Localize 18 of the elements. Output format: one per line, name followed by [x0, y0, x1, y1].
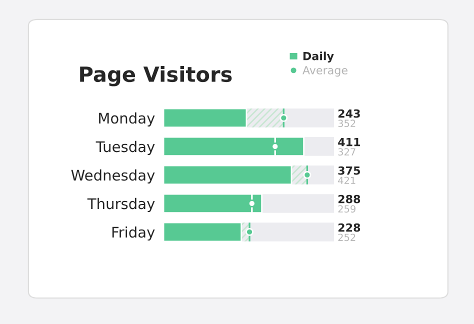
data-label: 352 — [338, 120, 356, 128]
data-label: 375 — [338, 166, 360, 175]
data-label: 411 — [338, 138, 360, 146]
data-label: 243 — [338, 109, 360, 118]
y-tick-label: Thursday — [87, 198, 155, 212]
data-label: 228 — [338, 223, 360, 232]
data-label: 421 — [338, 176, 356, 184]
y-tick-label: Wednesday — [71, 169, 155, 184]
y-tick-label: Friday — [112, 226, 155, 241]
data-label: 327 — [338, 148, 356, 156]
data-label: 288 — [338, 194, 360, 204]
data-label: 259 — [338, 205, 356, 213]
chart-title: Page Visitors — [80, 66, 232, 86]
data-label: 252 — [338, 234, 356, 242]
y-tick-label: Monday — [99, 112, 155, 127]
legend-label: Daily — [303, 52, 334, 62]
legend-label: Average — [302, 66, 348, 77]
y-tick-label: Tuesday — [96, 140, 155, 156]
